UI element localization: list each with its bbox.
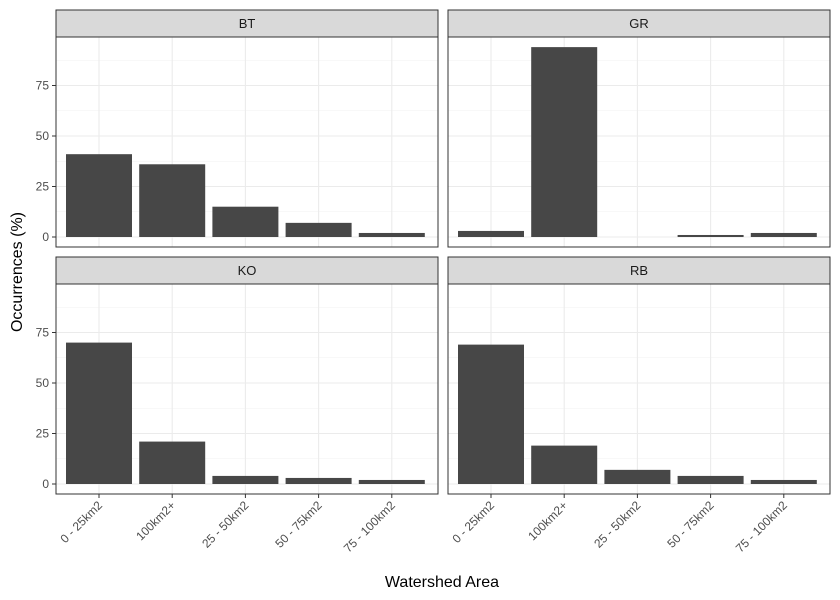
bar-ko-1 [66,342,132,484]
facet-strip-label: KO [238,263,257,278]
y-tick-label: 0 [42,230,49,244]
bar-bt-4 [285,222,352,237]
y-tick-label: 25 [36,180,50,194]
panel-border [55,36,439,248]
facet-strip-label: RB [630,263,648,278]
bar-rb-2 [531,445,598,484]
x-tick-label: 25 - 50km2 [199,498,252,551]
facet-panel-bt: BT 0 25 50 75 [36,9,439,248]
x-tick-label: 50 - 75km2 [664,498,717,551]
x-tick-label: 0 - 25km2 [449,498,497,546]
bar-gr-4 [677,234,744,237]
bar-ko-2 [139,441,206,484]
x-tick-label: 50 - 75km2 [272,498,325,551]
bar-rb-3 [604,469,671,484]
facet-panel-ko: KO 0 25 50 75 0 - 25km2 100km2+ 25 - 50km2 50 - … [36,256,439,555]
bar-ko-4 [285,477,352,484]
y-tick-label: 50 [36,129,50,143]
x-tick-label: 100km2+ [133,498,178,543]
bar-bt-2 [139,164,206,237]
facet-strip [55,256,439,285]
panel-border [55,283,439,495]
y-tick-label: 50 [36,376,50,390]
facet-strip-label: BT [239,16,256,31]
facet-panel-rb: RB 0 - 25km2 100km2+ 25 - 50km2 50 - 75km2 75… [447,256,831,555]
panel-border [447,283,831,495]
x-tick-label: 75 - 100km2 [733,498,790,555]
y-tick-label: 75 [36,326,50,340]
bar-bt-3 [212,206,279,237]
x-tick-label: 0 - 25km2 [57,498,105,546]
y-axis-title: Occurrences (%) [9,212,26,332]
x-tick-label: 100km2+ [525,498,570,543]
y-tick-label: 75 [36,79,50,93]
x-tick-label: 25 - 50km2 [591,498,644,551]
bar-ko-5 [358,479,425,484]
bar-gr-2 [531,47,598,238]
bar-bt-1 [66,154,132,237]
bar-gr-5 [750,232,817,237]
bar-ko-3 [212,475,279,484]
bar-rb-4 [677,475,744,484]
facet-strip [55,9,439,38]
y-tick-label: 25 [36,427,50,441]
plot-background [448,37,830,247]
facet-panel-gr: GR [447,9,831,248]
facet-strip [447,256,831,285]
bar-gr-1 [458,230,524,237]
y-tick-label: 0 [42,477,49,491]
x-axis-title: Watershed Area [385,574,499,591]
facet-strip-label: GR [629,16,649,31]
bar-bt-5 [358,232,425,237]
bar-rb-5 [750,479,817,484]
panel-border [447,36,831,248]
facet-strip [447,9,831,38]
bar-rb-1 [458,344,524,484]
x-tick-label: 75 - 100km2 [341,498,398,555]
